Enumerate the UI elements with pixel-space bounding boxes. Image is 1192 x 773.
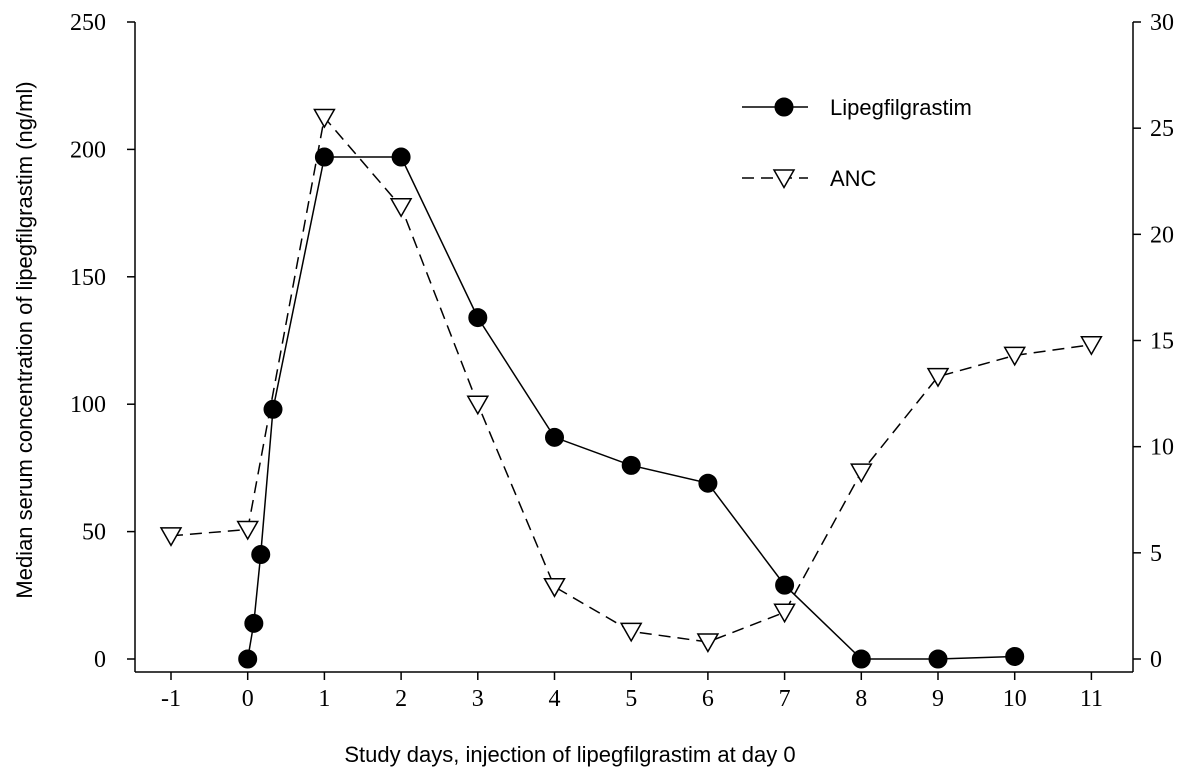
x-tick-label: 10 — [1003, 686, 1027, 712]
x-tick-label: 8 — [855, 686, 867, 712]
data-point — [698, 473, 718, 493]
x-tick-label: 6 — [702, 686, 714, 712]
legend: Lipegfilgrastim ANC — [742, 95, 972, 191]
x-tick-label: 1 — [318, 686, 330, 712]
x-tick-label: 9 — [932, 686, 944, 712]
series-line — [170, 115, 1092, 643]
x-tick-label: 0 — [242, 686, 254, 712]
data-point — [314, 147, 334, 167]
series-lipegfilgrastim — [238, 147, 1025, 669]
y-tick-label-right: 30 — [1150, 10, 1174, 36]
series-anc — [159, 108, 1103, 654]
data-point — [621, 455, 641, 475]
data-point — [619, 622, 643, 643]
x-axis-title: Study days, injection of lipegfilgrastim… — [344, 742, 795, 767]
legend-marker — [772, 169, 796, 190]
data-point — [236, 520, 259, 541]
data-point — [545, 427, 564, 447]
legend-label: ANC — [830, 166, 877, 191]
y-tick-label-left: 150 — [70, 265, 106, 291]
data-point — [244, 613, 264, 633]
data-point — [851, 649, 871, 669]
y-tick-label-left: 250 — [70, 10, 106, 36]
data-point — [389, 197, 413, 218]
data-point — [696, 633, 720, 654]
y-tick-label-left: 100 — [70, 392, 106, 418]
x-tick-label: 7 — [779, 686, 791, 712]
legend-item-lipegfilgrastim: Lipegfilgrastim — [742, 95, 972, 120]
axes — [134, 22, 1134, 673]
ticks: 0 50 100 150 200 250 0 5 10 15 20 25 30 -1 0 1 2 3 4 5 6 7 8 9 1… — [70, 10, 1174, 712]
y-tick-label-left: 200 — [70, 137, 106, 163]
data-point — [313, 108, 336, 129]
data-point — [773, 603, 796, 624]
data-point — [263, 399, 283, 419]
data-point — [468, 308, 488, 328]
data-point — [238, 649, 258, 669]
series-layer — [159, 108, 1103, 669]
y-tick-label-right: 25 — [1150, 116, 1174, 142]
data-point — [775, 575, 795, 595]
data-point — [926, 367, 950, 388]
y-axis-title: Median serum concentration of lipegfilgr… — [12, 81, 37, 598]
x-tick-label: 5 — [625, 686, 637, 712]
series-line — [246, 156, 1015, 660]
y-tick-label-right: 0 — [1150, 647, 1162, 673]
data-point — [850, 463, 873, 484]
x-tick-label: 3 — [472, 686, 484, 712]
legend-item-anc: ANC — [742, 166, 877, 191]
data-point — [543, 578, 566, 598]
data-point — [1003, 346, 1026, 367]
y-tick-label-left: 50 — [82, 520, 106, 546]
data-point — [1080, 335, 1103, 356]
data-point — [159, 527, 183, 547]
y-tick-label-left: 0 — [94, 647, 106, 673]
y-tick-label-right: 20 — [1150, 222, 1174, 248]
x-tick-label: -1 — [161, 686, 181, 712]
y-tick-label-right: 5 — [1150, 541, 1162, 567]
x-tick-label: 4 — [549, 686, 561, 712]
data-point — [466, 395, 490, 416]
data-point — [928, 649, 948, 669]
y-tick-label-right: 15 — [1150, 329, 1174, 355]
y-tick-label-right: 10 — [1150, 435, 1174, 461]
x-tick-label: 11 — [1080, 686, 1103, 712]
legend-marker — [774, 97, 794, 117]
data-point — [1005, 646, 1025, 666]
x-tick-label: 2 — [395, 686, 407, 712]
data-point — [391, 147, 411, 167]
data-point — [251, 545, 271, 565]
legend-label: Lipegfilgrastim — [830, 95, 972, 120]
